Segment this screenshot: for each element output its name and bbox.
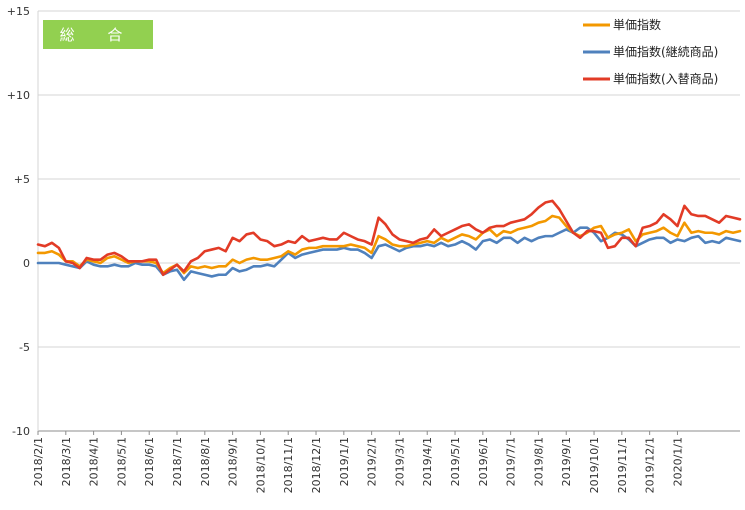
x-tick-label: 2018/11/1 (282, 437, 295, 493)
y-tick-label: -5 (19, 341, 30, 354)
y-tick-label: +15 (7, 5, 30, 18)
x-tick-label: 2018/7/1 (171, 437, 184, 486)
x-tick-label: 2018/3/1 (60, 437, 73, 486)
y-tick-label: -10 (12, 425, 30, 438)
category-badge-label: 総 合 (60, 26, 137, 44)
x-tick-label: 2018/4/1 (88, 437, 101, 486)
x-tick-label: 2019/4/1 (421, 437, 434, 486)
x-tick-label: 2018/12/1 (310, 437, 323, 493)
x-tick-label: 2019/10/1 (588, 437, 601, 493)
y-axis-tick-labels: +15 +10 +5 0 -5 -10 (7, 5, 30, 438)
x-tick-label: 2019/11/1 (616, 437, 629, 493)
x-tick-label: 2019/8/1 (532, 437, 545, 486)
x-tick-label: 2018/2/1 (32, 437, 45, 486)
series-lines (36, 199, 742, 282)
legend-label: 単価指数(継続商品) (613, 44, 718, 59)
x-tick-label: 2019/2/1 (366, 437, 379, 486)
y-tick-label: +5 (14, 173, 30, 186)
category-badge: 総 合 (43, 20, 153, 49)
x-tick-label: 2019/6/1 (477, 437, 490, 486)
series-line-0 (36, 214, 742, 275)
category-badge-box (43, 20, 153, 49)
x-tick-label: 2019/12/1 (644, 437, 657, 493)
x-tick-label: 2019/1/1 (338, 437, 351, 486)
x-tick-label: 2018/8/1 (199, 437, 212, 486)
x-tick-label: 2019/3/1 (393, 437, 406, 486)
y-tick-label: +10 (7, 89, 30, 102)
series-line-2 (36, 199, 742, 277)
y-tick-label: 0 (23, 257, 30, 270)
x-tick-label: 2019/5/1 (449, 437, 462, 486)
x-tick-label: 2018/5/1 (115, 437, 128, 486)
x-tick-label: 2018/9/1 (227, 437, 240, 486)
x-axis-tick-labels: 2018/2/1 2018/3/1 2018/4/1 2018/5/1 2018/6/1… (32, 437, 684, 493)
x-tick-label: 2020/1/1 (671, 437, 684, 486)
legend-label: 単価指数 (613, 17, 661, 32)
legend-label: 単価指数(入替商品) (613, 71, 718, 86)
series-line-1 (36, 226, 742, 282)
x-tick-label: 2018/6/1 (143, 437, 156, 486)
x-tick-label: 2019/9/1 (560, 437, 573, 486)
x-tick-label: 2018/10/1 (254, 437, 267, 493)
x-tick-label: 2019/7/1 (505, 437, 518, 486)
x-axis (37, 11, 740, 435)
